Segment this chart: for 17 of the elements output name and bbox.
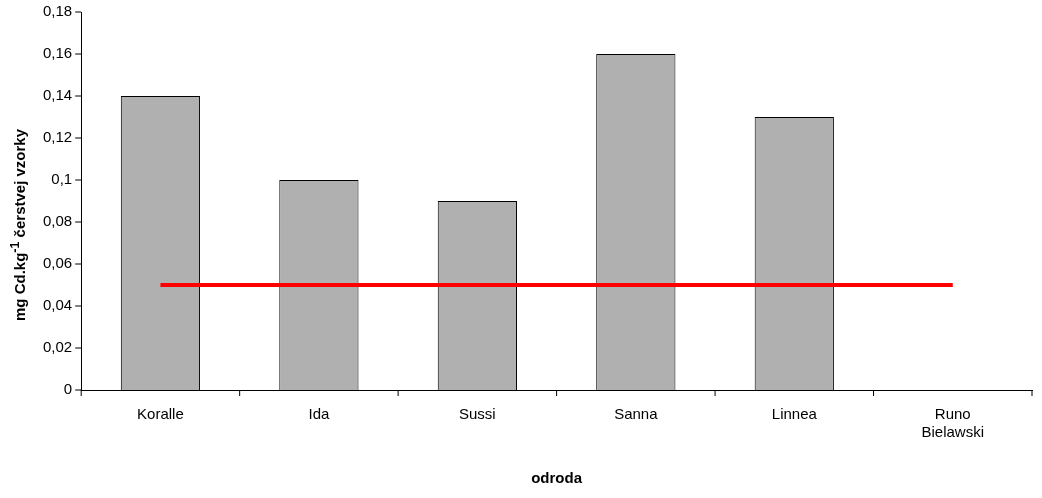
- x-tick-label: Sussi: [459, 405, 496, 423]
- y-tick-label: 0: [63, 380, 73, 398]
- y-tick-label: 0,06: [42, 254, 73, 272]
- y-tick-label: 0,18: [42, 2, 73, 20]
- x-tick-label: Ida: [308, 405, 330, 423]
- x-tick-label: Linnea: [771, 405, 818, 423]
- x-tick-label: Sanna: [614, 405, 659, 423]
- x-tick-label: Runo Bielawski: [921, 405, 985, 441]
- x-tick-label: Koralle: [137, 405, 184, 423]
- x-axis-title: odroda: [531, 469, 583, 487]
- y-tick-label: 0,04: [42, 296, 73, 314]
- y-tick-label: 0,14: [42, 86, 73, 104]
- y-tick-label: 0,16: [42, 44, 73, 62]
- y-tick-label: 0,12: [42, 128, 73, 146]
- y-tick-label: 0,08: [42, 212, 73, 230]
- y-tick-label: 0,02: [42, 338, 73, 356]
- y-tick-label: 0,1: [51, 170, 73, 188]
